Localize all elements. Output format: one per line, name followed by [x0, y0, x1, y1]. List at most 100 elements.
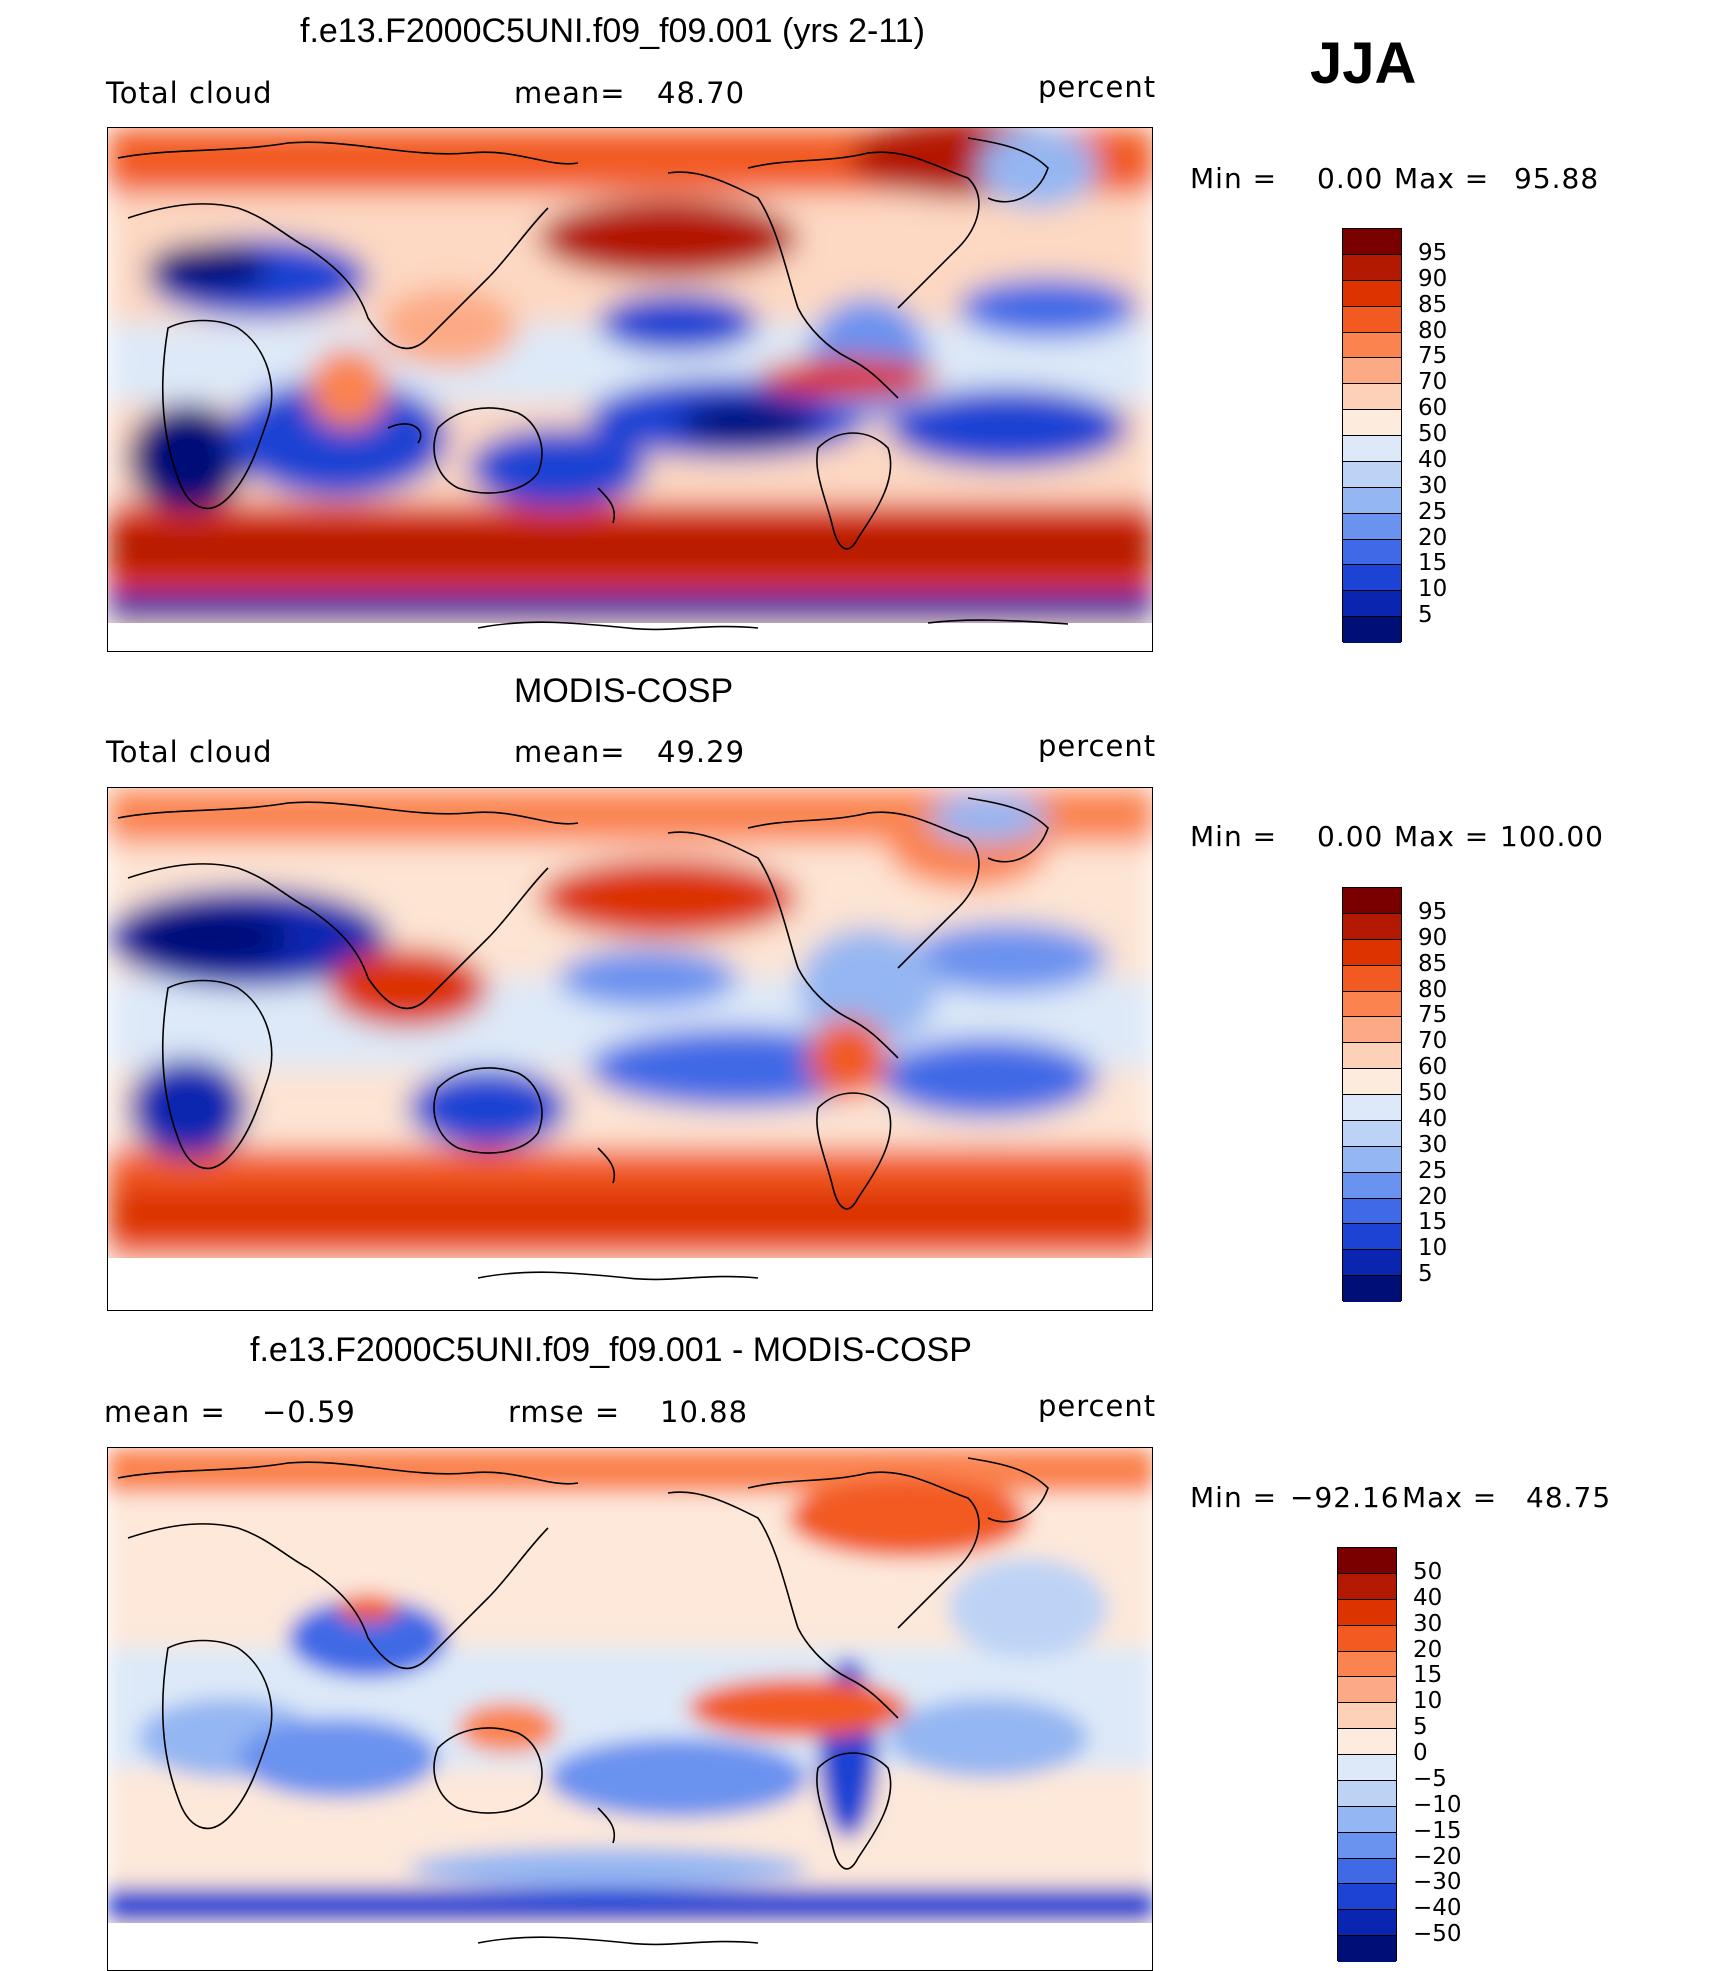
colorbar-segment [1343, 1224, 1401, 1251]
colorbar-tick-label: −15 [1413, 1817, 1462, 1844]
colorbar-segment [1343, 965, 1401, 992]
colorbar-tick-label: 20 [1413, 1636, 1443, 1663]
colorbar-tick-label: 40 [1413, 1584, 1443, 1611]
colorbar-tick-label: 10 [1413, 1688, 1443, 1715]
colorbar-tick-label: 75 [1418, 1002, 1448, 1029]
colorbar-segment [1338, 1832, 1396, 1859]
colorbar-segment [1343, 1069, 1401, 1095]
colorbar-segment [1343, 410, 1401, 436]
colorbar-segment [1338, 1858, 1396, 1885]
panel1-max-value: 95.88 [1514, 162, 1600, 195]
colorbar-segment [1343, 888, 1401, 914]
panel3-rmse-label: rmse = [508, 1395, 621, 1429]
colorbar-tick-label: 90 [1418, 265, 1448, 292]
colorbar-tick-label: 50 [1418, 421, 1448, 447]
panel2-mean-value: 49.29 [657, 735, 746, 769]
panel2-max-label: Max = [1394, 820, 1490, 853]
colorbar-tick-label: −50 [1413, 1921, 1462, 1948]
colorbar-tick-label: 5 [1418, 1261, 1433, 1288]
panel3-max-value: 48.75 [1526, 1481, 1612, 1514]
panel3-units: percent [1038, 1389, 1157, 1423]
colorbar-segment [1343, 436, 1401, 462]
colorbar-tick-label: 60 [1418, 395, 1448, 422]
panel2-colorbar [1342, 887, 1402, 1302]
panel3-colorbar [1337, 1547, 1397, 1962]
colorbar-segment [1338, 1677, 1396, 1704]
panel3-rmse-value: 10.88 [660, 1395, 749, 1429]
panel1-min-label: Min = [1190, 162, 1278, 195]
colorbar-tick-label: 5 [1418, 602, 1433, 629]
colorbar-segment [1338, 1703, 1396, 1730]
panel2-units: percent [1038, 729, 1157, 763]
colorbar-tick-label: 95 [1418, 239, 1448, 266]
colorbar-segment [1343, 1198, 1401, 1225]
colorbar-segment [1343, 913, 1401, 940]
colorbar-tick-label: 0 [1413, 1740, 1428, 1766]
panel2-max-value: 100.00 [1500, 820, 1604, 853]
colorbar-segment [1338, 1806, 1396, 1833]
colorbar-tick-label: 50 [1413, 1558, 1443, 1585]
colorbar-tick-label: 25 [1418, 1157, 1448, 1184]
colorbar-segment [1338, 1729, 1396, 1755]
colorbar-tick-label: 95 [1418, 898, 1448, 925]
colorbar-segment [1343, 358, 1401, 385]
colorbar-segment [1338, 1548, 1396, 1574]
panel1-min-value: 0.00 [1317, 162, 1384, 195]
colorbar-segment [1338, 1884, 1396, 1911]
colorbar-segment [1338, 1910, 1396, 1937]
colorbar-tick-label: −40 [1413, 1895, 1462, 1922]
colorbar-tick-label: 60 [1418, 1054, 1448, 1081]
colorbar-segment [1338, 1755, 1396, 1781]
colorbar-tick-label: −10 [1413, 1791, 1462, 1818]
colorbar-tick-label: 75 [1418, 343, 1448, 370]
panel3-mean-label: mean = [104, 1395, 226, 1429]
colorbar-tick-label: 30 [1418, 1131, 1448, 1158]
colorbar-tick-label: 30 [1413, 1610, 1443, 1637]
colorbar-segment [1343, 1172, 1401, 1199]
colorbar-segment [1343, 1146, 1401, 1173]
panel2-variable: Total cloud [106, 735, 273, 769]
season-label: JJA [1310, 31, 1417, 96]
colorbar-tick-label: 20 [1418, 524, 1448, 551]
panel1-variable: Total cloud [106, 76, 273, 110]
panel2-map [107, 787, 1153, 1311]
colorbar-tick-label: 90 [1418, 924, 1448, 951]
panel1-mean-value: 48.70 [657, 76, 746, 110]
colorbar-segment [1343, 617, 1401, 643]
colorbar-tick-label: −5 [1413, 1765, 1447, 1792]
colorbar-segment [1343, 306, 1401, 333]
colorbar-segment [1343, 1276, 1401, 1302]
colorbar-segment [1343, 1043, 1401, 1070]
colorbar-tick-label: 5 [1413, 1714, 1428, 1741]
colorbar-tick-label: 70 [1418, 1028, 1448, 1055]
colorbar-segment [1343, 1250, 1401, 1277]
colorbar-tick-label: 85 [1418, 950, 1448, 977]
colorbar-tick-label: 15 [1418, 1209, 1448, 1236]
colorbar-tick-label: 30 [1418, 472, 1448, 499]
panel1-map [107, 127, 1153, 652]
colorbar-tick-label: 70 [1418, 369, 1448, 396]
colorbar-segment [1338, 1936, 1396, 1962]
colorbar-segment [1343, 591, 1401, 618]
panel3-max-label: Max = [1402, 1481, 1498, 1514]
colorbar-tick-label: 15 [1418, 550, 1448, 577]
colorbar-segment [1338, 1573, 1396, 1600]
colorbar-segment [1343, 1017, 1401, 1044]
colorbar-segment [1343, 332, 1401, 359]
colorbar-tick-label: 10 [1418, 576, 1448, 603]
colorbar-segment [1338, 1599, 1396, 1626]
panel1-colorbar [1342, 228, 1402, 643]
colorbar-segment [1338, 1780, 1396, 1807]
colorbar-tick-label: −20 [1413, 1843, 1462, 1870]
colorbar-tick-label: −30 [1413, 1869, 1462, 1896]
colorbar-segment [1343, 539, 1401, 566]
panel2-min-value: 0.00 [1317, 820, 1384, 853]
colorbar-segment [1343, 280, 1401, 307]
colorbar-segment [1343, 939, 1401, 966]
colorbar-segment [1343, 1095, 1401, 1121]
panel1-units: percent [1038, 70, 1157, 104]
panel3-title: f.e13.F2000C5UNI.f09_f09.001 - MODIS-COS… [250, 1331, 972, 1369]
panel3-min-label: Min = [1190, 1481, 1278, 1514]
panel3-mean-value: −0.59 [262, 1395, 356, 1429]
colorbar-tick-label: 80 [1418, 976, 1448, 1003]
